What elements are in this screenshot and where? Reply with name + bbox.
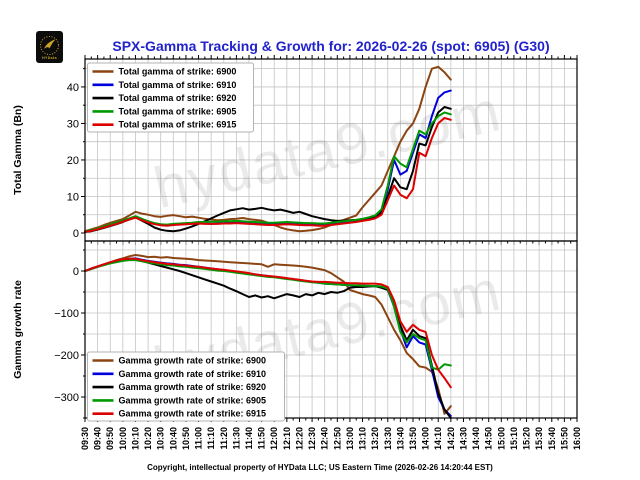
legend-label: Total gamma of strike: 6910	[119, 80, 237, 90]
x-tick-label: 13:00	[345, 427, 355, 450]
x-tick-label: 09:40	[93, 427, 103, 450]
series-line	[84, 254, 452, 415]
y-axis-title: Gamma growth rate	[12, 280, 24, 379]
legend-label: Total gamma of strike: 6915	[119, 120, 237, 130]
y-tick-label: 20	[67, 155, 79, 167]
x-tick-label: 11:20	[219, 427, 229, 450]
x-tick-label: 11:30	[231, 427, 241, 450]
copyright-note: Copyright, intellectual property of HYDa…	[147, 463, 493, 472]
x-tick-label: 10:20	[143, 427, 153, 450]
legend-growth-rate: Gamma growth rate of strike: 6900 Gamma g…	[87, 351, 285, 422]
x-tick-label: 15:40	[547, 427, 557, 450]
x-tick-label: 12:50	[332, 427, 342, 450]
x-tick-label: 15:50	[559, 427, 569, 450]
x-tick-label: 13:10	[358, 427, 368, 450]
x-tick-label: 14:20	[446, 427, 456, 450]
x-tick-label: 15:30	[534, 427, 544, 450]
hydata-logo-text: HYData	[42, 55, 57, 60]
legend-label: Gamma growth rate of strike: 6900	[119, 355, 267, 365]
legend-label: Gamma growth rate of strike: 6915	[119, 409, 267, 419]
y-tick-label: 10	[67, 191, 79, 203]
series-line	[84, 117, 452, 233]
x-tick-label: 10:00	[118, 427, 128, 450]
page-title: SPX-Gamma Tracking & Growth for: 2026-02…	[112, 38, 550, 54]
legend-label: Total gamma of strike: 6900	[119, 66, 237, 76]
x-tick-label: 09:30	[80, 427, 90, 450]
hydata-logo: HYData	[36, 31, 63, 63]
x-tick-label: 15:20	[522, 427, 532, 450]
legend-label: Gamma growth rate of strike: 6920	[119, 382, 267, 392]
x-tick-label: 11:50	[257, 427, 267, 450]
x-tick-label: 11:00	[194, 427, 204, 450]
hydata-logo-icon	[40, 35, 59, 55]
x-tick-label: 14:10	[433, 427, 443, 450]
x-tick-label: 10:10	[130, 427, 140, 450]
x-tick-label: 12:40	[320, 427, 330, 450]
legend-label: Gamma growth rate of strike: 6905	[119, 395, 267, 405]
legend-label: Total gamma of strike: 6920	[119, 93, 237, 103]
y-tick-label: 40	[67, 82, 79, 94]
x-tick-label: 15:00	[496, 427, 506, 450]
series-line	[84, 257, 452, 389]
x-tick-label: 11:10	[206, 427, 216, 450]
x-tick-label: 14:50	[484, 427, 494, 450]
x-tick-label: 09:50	[105, 427, 115, 450]
x-tick-label: 13:20	[370, 427, 380, 450]
series-line	[84, 106, 452, 233]
x-tick-label: 10:30	[156, 427, 166, 450]
y-tick-label: −300	[54, 392, 79, 404]
x-tick-label: 12:10	[282, 427, 292, 450]
x-tick-label: 11:40	[244, 427, 254, 450]
x-tick-label: 12:00	[269, 427, 279, 450]
x-tick-label: 10:40	[168, 427, 178, 450]
x-tick-label: 10:50	[181, 427, 191, 450]
x-tick-label: 14:00	[421, 427, 431, 450]
x-tick-label: 15:10	[509, 427, 519, 450]
x-tick-label: 16:00	[572, 427, 582, 450]
x-tick-label: 13:40	[395, 427, 405, 450]
y-tick-label: −100	[54, 308, 79, 320]
legend-total-gamma: Total gamma of strike: 6900 Total gamma o…	[87, 62, 254, 133]
x-tick-label: 13:50	[408, 427, 418, 450]
y-tick-label: −200	[54, 350, 79, 362]
legend-label: Total gamma of strike: 6905	[119, 106, 237, 116]
x-tick-label: 13:30	[383, 427, 393, 450]
y-axis-title: Total Gamma (Bn)	[12, 105, 24, 195]
series-line	[84, 111, 452, 233]
y-tick-label: 30	[67, 118, 79, 130]
legend-label: Gamma growth rate of strike: 6910	[119, 369, 267, 379]
x-tick-label: 14:30	[458, 427, 468, 450]
x-tick-label: 12:20	[294, 427, 304, 450]
x-tick-label: 12:30	[307, 427, 317, 450]
x-tick-label: 14:40	[471, 427, 481, 450]
y-tick-label: 0	[73, 228, 79, 240]
y-tick-label: 0	[73, 266, 79, 278]
